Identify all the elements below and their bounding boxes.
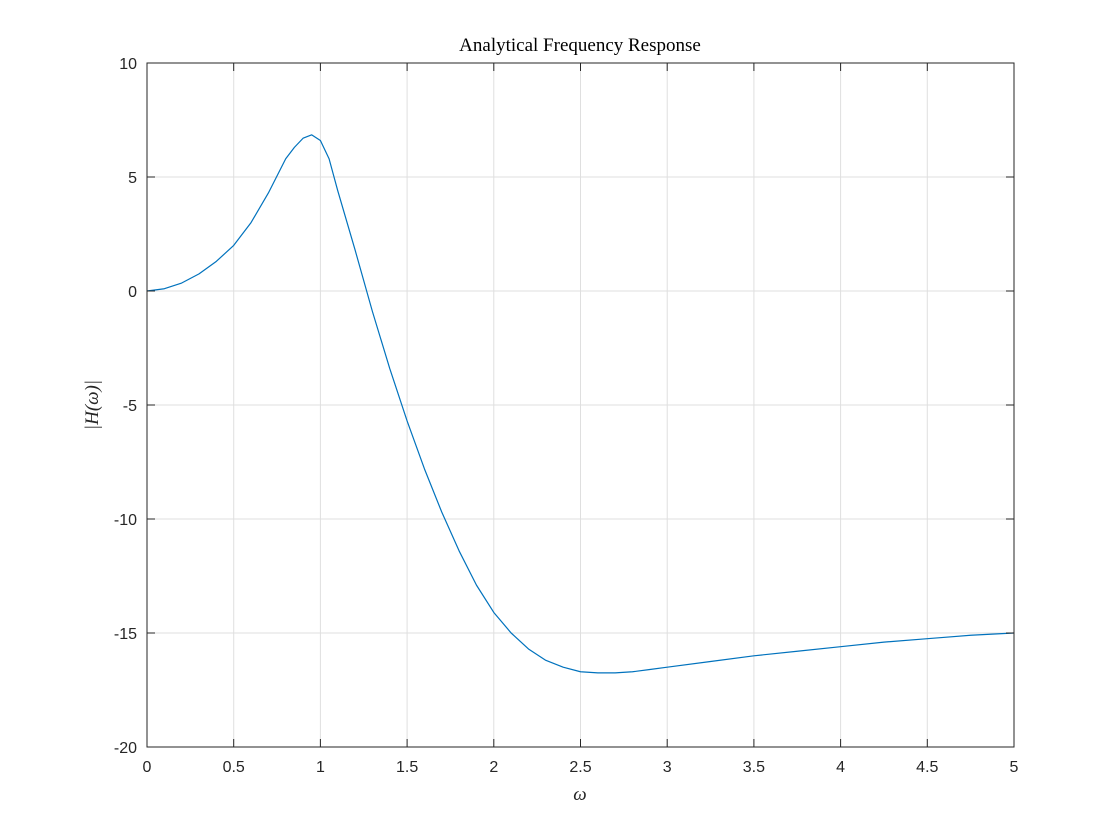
y-tick-label: -10 [114,512,137,529]
chart-title: Analytical Frequency Response [459,35,701,56]
x-tick-label: 2 [489,759,498,776]
data-series [146,134,1015,674]
y-tick-label: 5 [128,170,137,187]
x-tick-label: 0 [143,759,152,776]
x-tick-label: 0.5 [223,759,245,776]
x-tick-label: 3.5 [743,759,765,776]
y-tick-label: 10 [119,56,137,73]
x-tick-label: 2.5 [569,759,591,776]
x-tick-label: 4 [836,759,845,776]
x-axis-label: ω [573,784,586,805]
y-tick-label: -15 [114,626,137,643]
y-tick-label: -20 [114,740,137,757]
x-tick-label: 1.5 [396,759,418,776]
y-tick-label: -5 [123,398,137,415]
y-axis-label: |H(ω)| [82,380,103,430]
x-tick-label: 1 [316,759,325,776]
x-tick-label: 3 [663,759,672,776]
series-line [146,134,1015,674]
axis-ticks: 0 0.5 1 1.5 2 2.5 3 3.5 4 4.5 5 -20 -15 -10 -5 0 5 10 [114,56,1019,776]
x-tick-label: 4.5 [916,759,938,776]
x-tick-label: 5 [1010,759,1019,776]
y-tick-label: 0 [128,284,137,301]
